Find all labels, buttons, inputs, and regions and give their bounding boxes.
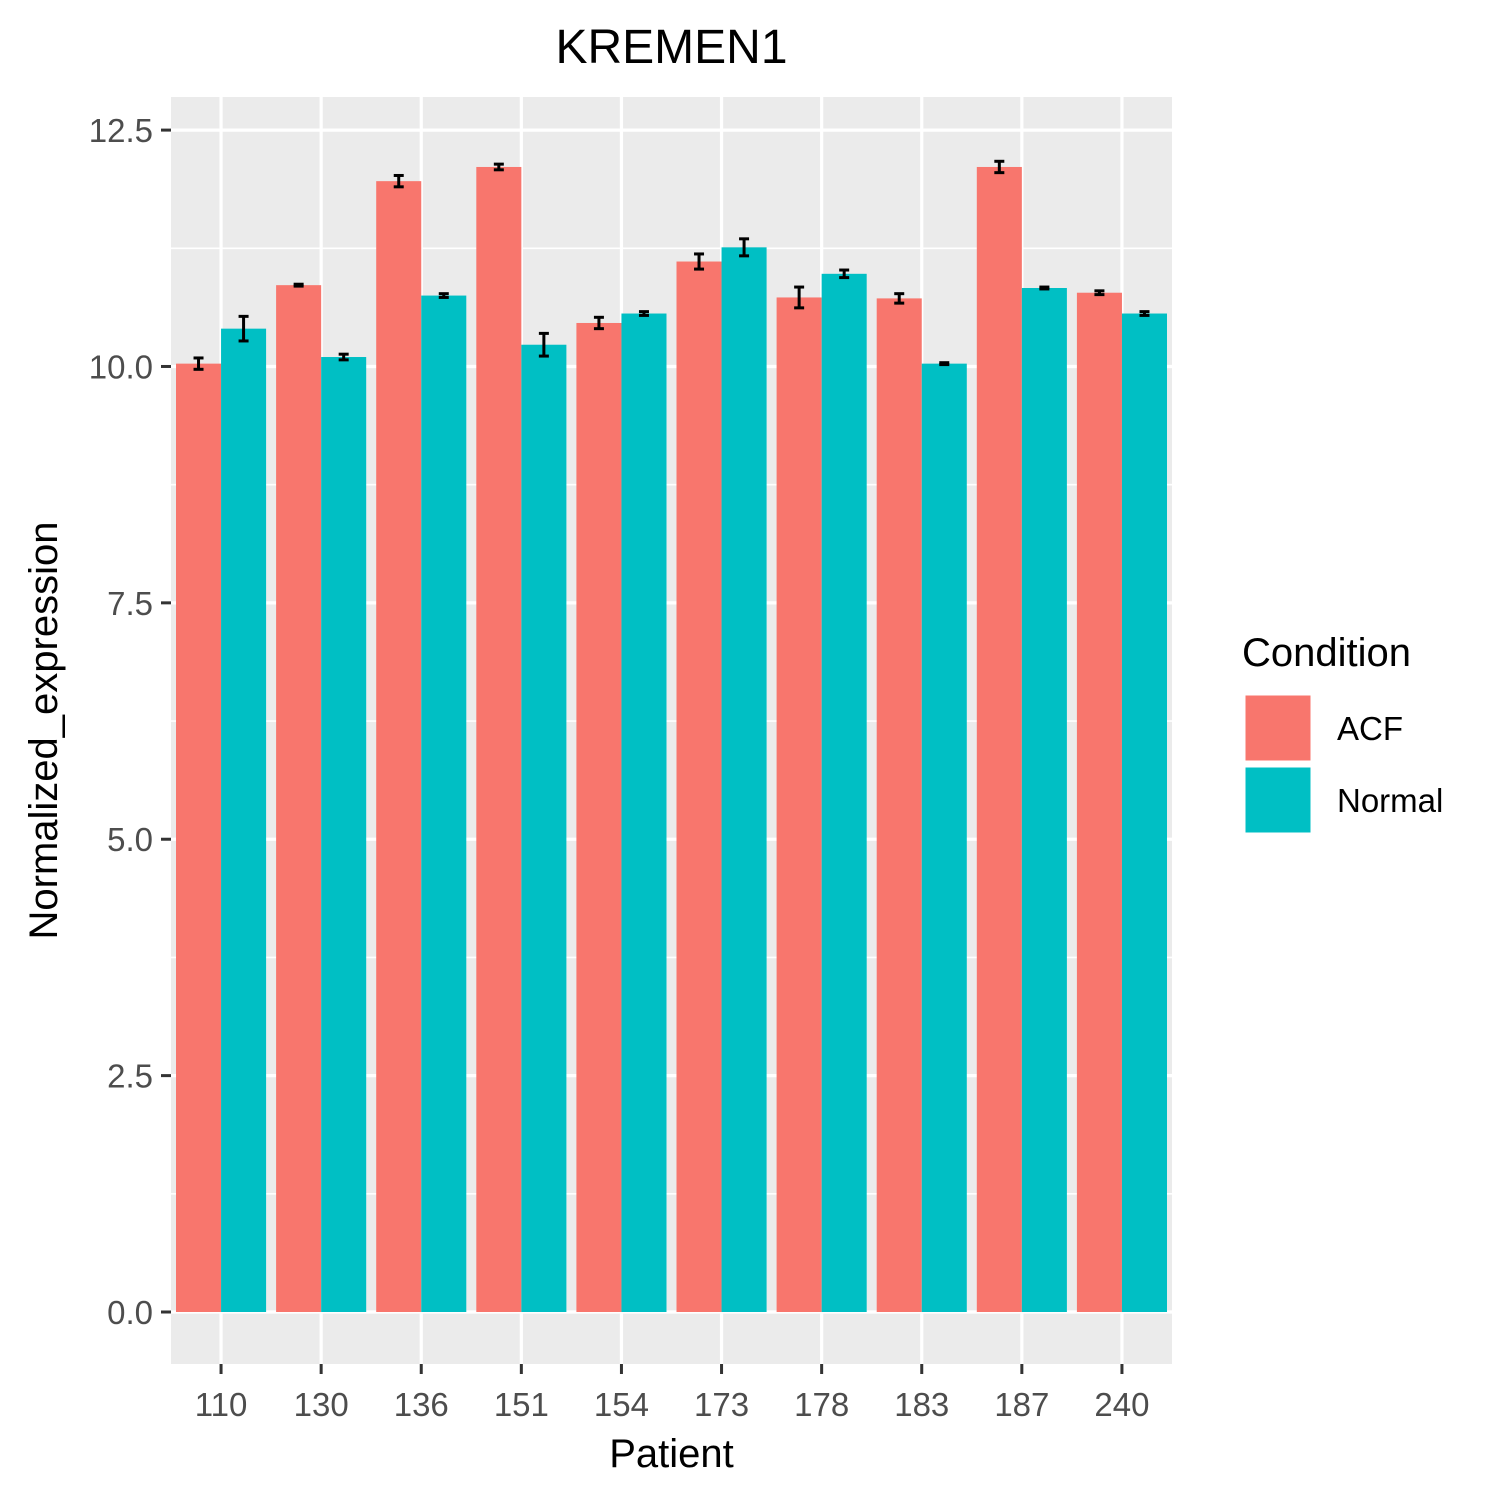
- axes: 0.0 2.5 5.0 7.5 10.0 12.5 110 130 136 151 154 173 17…: [89, 112, 1150, 1423]
- errorbar-normal-151: [538, 331, 549, 358]
- bar-acf-130: [276, 285, 322, 1312]
- x-axis-title: Patient: [609, 1432, 734, 1476]
- x-tick-label: 130: [294, 1386, 349, 1423]
- legend-title: Condition: [1242, 631, 1411, 675]
- errorbar-normal-173: [739, 237, 750, 258]
- bar-acf-154: [576, 322, 622, 1312]
- x-tick-label: 178: [794, 1386, 849, 1423]
- y-tick-label: 10.0: [89, 348, 153, 385]
- errorbar-normal-187: [1039, 285, 1050, 291]
- errorbar-acf-187: [994, 159, 1005, 175]
- errorbar-acf-183: [894, 292, 905, 305]
- bar-acf-173: [676, 261, 722, 1312]
- bar-normal-151: [521, 344, 567, 1312]
- bar-normal-187: [1021, 287, 1067, 1312]
- errorbar-normal-178: [839, 268, 850, 280]
- errorbar-normal-130: [338, 352, 349, 362]
- legend-key-normal: [1242, 764, 1314, 836]
- errorbar-acf-151: [493, 162, 504, 172]
- legend: Condition ACF Normal: [1242, 631, 1443, 836]
- y-axis-title: Normalized_expression: [22, 522, 66, 940]
- error-bars: [193, 159, 1150, 371]
- bar-acf-187: [976, 166, 1022, 1312]
- x-tick-label: 110: [195, 1386, 248, 1423]
- y-tick-label: 0.0: [107, 1294, 153, 1331]
- bar-acf-240: [1076, 292, 1122, 1312]
- errorbar-acf-173: [694, 252, 705, 271]
- bar-normal-154: [621, 313, 667, 1312]
- x-tick-label: 173: [694, 1386, 749, 1423]
- errorbar-normal-183: [939, 361, 950, 367]
- legend-label-normal: Normal: [1337, 782, 1443, 819]
- legend-key-acf: [1242, 692, 1314, 764]
- chart-title: KREMEN1: [555, 21, 787, 74]
- x-tick-label: 240: [1094, 1386, 1149, 1423]
- errorbar-normal-136: [438, 292, 449, 299]
- x-tick-label: 187: [994, 1386, 1049, 1423]
- y-tick-label: 2.5: [107, 1058, 153, 1095]
- errorbar-acf-178: [794, 285, 805, 310]
- bars: [176, 166, 1167, 1312]
- bar-acf-151: [476, 166, 522, 1312]
- bar-acf-136: [376, 181, 422, 1312]
- bar-acf-110: [176, 363, 222, 1312]
- y-tick-label: 5.0: [107, 821, 153, 858]
- errorbar-normal-154: [638, 310, 649, 317]
- errorbar-normal-240: [1139, 310, 1150, 317]
- x-tick-label: 136: [394, 1386, 449, 1423]
- bar-normal-240: [1121, 313, 1167, 1312]
- x-tick-label: 183: [894, 1386, 949, 1423]
- errorbar-acf-110: [193, 356, 204, 371]
- bar-normal-183: [921, 363, 967, 1312]
- errorbar-acf-240: [1094, 289, 1105, 297]
- bar-normal-178: [821, 273, 867, 1312]
- errorbar-acf-130: [293, 282, 304, 288]
- errorbar-acf-136: [393, 173, 404, 189]
- legend-label-acf: ACF: [1337, 710, 1403, 747]
- x-tick-label: 154: [594, 1386, 649, 1423]
- bar-normal-130: [321, 357, 367, 1312]
- bar-normal-136: [421, 295, 467, 1312]
- y-tick-label: 7.5: [107, 585, 153, 622]
- y-tick-label: 12.5: [89, 112, 153, 149]
- errorbar-acf-154: [593, 315, 604, 331]
- bar-acf-183: [876, 298, 922, 1312]
- errorbar-normal-110: [238, 314, 249, 343]
- bar-normal-173: [721, 247, 767, 1312]
- bar-acf-178: [776, 297, 822, 1312]
- bar-normal-110: [221, 328, 267, 1312]
- x-tick-label: 151: [494, 1386, 549, 1423]
